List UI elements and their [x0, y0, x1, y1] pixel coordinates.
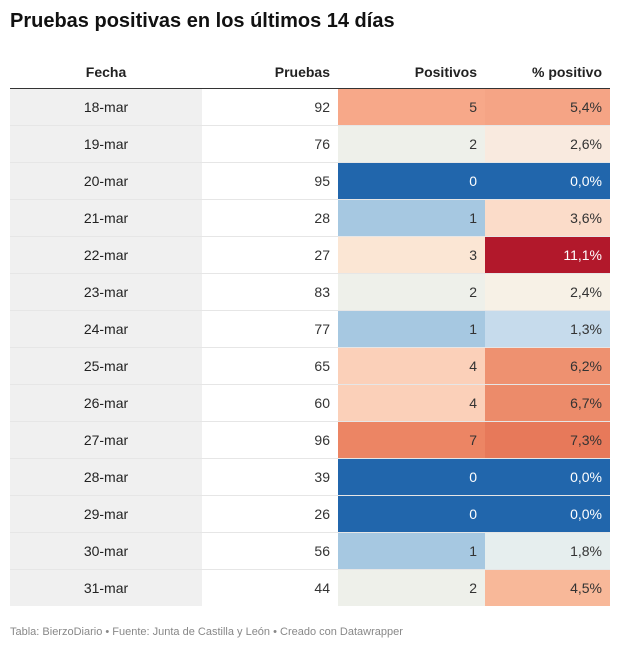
cell-positivos: 0	[338, 162, 485, 200]
cell-pct-positivo: 11,1%	[485, 236, 610, 274]
cell-pruebas: 76	[202, 125, 338, 163]
column-header-positivos[interactable]: Positivos	[338, 56, 485, 89]
cell-pruebas: 28	[202, 199, 338, 237]
table-row: 20-mar 95 0 0,0%	[10, 162, 610, 200]
table-row: 26-mar 60 4 6,7%	[10, 384, 610, 422]
cell-pruebas: 95	[202, 162, 338, 200]
cell-pct-positivo: 4,5%	[485, 569, 610, 606]
cell-positivos: 2	[338, 273, 485, 311]
cell-positivos: 4	[338, 347, 485, 385]
cell-positivos: 3	[338, 236, 485, 274]
column-header-pct-positivo[interactable]: % positivo	[485, 56, 610, 89]
cell-pruebas: 96	[202, 421, 338, 459]
table-row: 25-mar 65 4 6,2%	[10, 347, 610, 385]
footer-credits: Tabla: BierzoDiario • Fuente: Junta de C…	[10, 626, 403, 638]
cell-pct-positivo: 7,3%	[485, 421, 610, 459]
cell-fecha: 30-mar	[10, 532, 202, 570]
cell-positivos: 0	[338, 495, 485, 533]
cell-fecha: 23-mar	[10, 273, 202, 311]
cell-fecha: 22-mar	[10, 236, 202, 274]
cell-pruebas: 26	[202, 495, 338, 533]
cell-pct-positivo: 5,4%	[485, 88, 610, 126]
cell-positivos: 2	[338, 125, 485, 163]
table-row: 30-mar 56 1 1,8%	[10, 532, 610, 570]
cell-pct-positivo: 2,4%	[485, 273, 610, 311]
table-row: 28-mar 39 0 0,0%	[10, 458, 610, 496]
table-row: 18-mar 92 5 5,4%	[10, 88, 610, 126]
cell-pct-positivo: 6,2%	[485, 347, 610, 385]
cell-pct-positivo: 1,3%	[485, 310, 610, 348]
cell-pct-positivo: 0,0%	[485, 162, 610, 200]
table-row: 19-mar 76 2 2,6%	[10, 125, 610, 163]
cell-positivos: 2	[338, 569, 485, 606]
column-header-pruebas[interactable]: Pruebas	[202, 56, 338, 89]
cell-pruebas: 60	[202, 384, 338, 422]
cell-pct-positivo: 0,0%	[485, 495, 610, 533]
cell-pruebas: 39	[202, 458, 338, 496]
cell-pct-positivo: 6,7%	[485, 384, 610, 422]
cell-fecha: 26-mar	[10, 384, 202, 422]
cell-positivos: 4	[338, 384, 485, 422]
cell-fecha: 27-mar	[10, 421, 202, 459]
table-row: 22-mar 27 3 11,1%	[10, 236, 610, 274]
header-row: Fecha Pruebas Positivos % positivo	[10, 56, 610, 89]
cell-pruebas: 83	[202, 273, 338, 311]
table-row: 24-mar 77 1 1,3%	[10, 310, 610, 348]
cell-pruebas: 92	[202, 88, 338, 126]
cell-pct-positivo: 3,6%	[485, 199, 610, 237]
cell-pruebas: 44	[314, 580, 330, 596]
cell-fecha: 28-mar	[10, 458, 202, 496]
cell-positivos: 1	[338, 532, 485, 570]
table-title: Pruebas positivas en los últimos 14 días	[10, 10, 395, 32]
cell-fecha: 29-mar	[10, 495, 202, 533]
cell-pruebas: 65	[202, 347, 338, 385]
cell-positivos: 0	[338, 458, 485, 496]
cell-fecha: 24-mar	[10, 310, 202, 348]
cell-pct-positivo: 1,8%	[485, 532, 610, 570]
table-row: 29-mar 26 0 0,0%	[10, 495, 610, 533]
cell-pruebas: 56	[202, 532, 338, 570]
table-row: 23-mar 83 2 2,4%	[10, 273, 610, 311]
cell-positivos: 1	[338, 310, 485, 348]
cell-pruebas: 77	[202, 310, 338, 348]
cell-fecha: 20-mar	[10, 162, 202, 200]
cell-positivos: 5	[338, 88, 485, 126]
table-body: 18-mar 92 5 5,4% 19-mar 76 2 2,6% 20-mar 95 0 0,0% 2…	[10, 88, 610, 606]
table-row: 31-mar 44 2 4,5%	[10, 569, 610, 606]
cell-fecha: 25-mar	[10, 347, 202, 385]
cell-positivos: 1	[338, 199, 485, 237]
cell-pct-positivo: 0,0%	[485, 458, 610, 496]
cell-fecha: 21-mar	[10, 199, 202, 237]
cell-fecha: 18-mar	[10, 88, 202, 126]
table-row: 27-mar 96 7 7,3%	[10, 421, 610, 459]
cell-fecha: 31-mar	[10, 569, 202, 606]
cell-pct-positivo: 2,6%	[485, 125, 610, 163]
column-header-fecha[interactable]: Fecha	[10, 56, 202, 89]
table-row: 21-mar 28 1 3,6%	[10, 199, 610, 237]
data-table: Fecha Pruebas Positivos % positivo 18-ma…	[10, 56, 610, 606]
cell-positivos: 7	[338, 421, 485, 459]
cell-fecha: 19-mar	[10, 125, 202, 163]
cell-pruebas: 27	[202, 236, 338, 274]
